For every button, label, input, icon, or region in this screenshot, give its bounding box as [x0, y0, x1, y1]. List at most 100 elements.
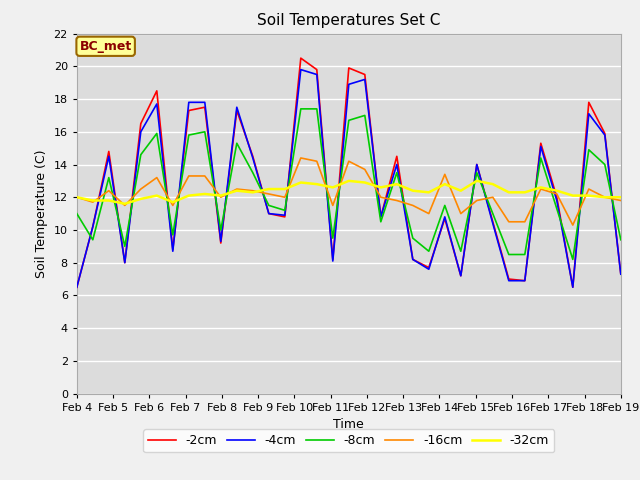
-32cm — [617, 194, 625, 200]
-32cm — [585, 192, 593, 199]
Line: -2cm: -2cm — [77, 58, 621, 287]
-4cm — [89, 224, 97, 229]
-32cm — [89, 198, 97, 204]
-4cm — [265, 211, 273, 216]
-16cm — [153, 175, 161, 180]
-8cm — [377, 219, 385, 225]
-8cm — [409, 235, 417, 241]
-8cm — [313, 106, 321, 112]
-4cm — [377, 214, 385, 220]
-4cm — [601, 132, 609, 138]
-16cm — [233, 186, 241, 192]
-32cm — [409, 188, 417, 193]
-2cm — [553, 194, 561, 200]
-16cm — [601, 194, 609, 200]
-2cm — [345, 65, 353, 71]
-32cm — [249, 190, 257, 195]
-8cm — [297, 106, 305, 112]
-4cm — [409, 256, 417, 262]
Line: -16cm: -16cm — [77, 158, 621, 225]
-16cm — [89, 199, 97, 205]
-4cm — [505, 278, 513, 284]
-32cm — [537, 184, 545, 190]
-8cm — [441, 203, 449, 208]
-2cm — [329, 256, 337, 262]
-2cm — [473, 162, 481, 168]
-2cm — [185, 108, 193, 113]
-8cm — [265, 203, 273, 208]
-16cm — [377, 194, 385, 200]
-32cm — [489, 181, 497, 187]
-32cm — [121, 201, 129, 207]
-2cm — [409, 256, 417, 262]
-32cm — [185, 192, 193, 199]
-16cm — [313, 158, 321, 164]
-8cm — [569, 256, 577, 262]
-4cm — [249, 155, 257, 161]
-2cm — [489, 219, 497, 225]
-2cm — [249, 154, 257, 159]
-4cm — [361, 76, 369, 82]
-32cm — [313, 181, 321, 187]
-8cm — [169, 232, 177, 238]
-4cm — [585, 111, 593, 117]
-2cm — [281, 214, 289, 220]
-32cm — [425, 190, 433, 195]
-2cm — [393, 154, 401, 159]
-2cm — [585, 99, 593, 105]
-16cm — [569, 222, 577, 228]
-4cm — [297, 67, 305, 72]
-4cm — [521, 278, 529, 284]
-16cm — [425, 211, 433, 216]
-4cm — [329, 258, 337, 264]
-32cm — [361, 180, 369, 185]
-8cm — [537, 155, 545, 161]
-16cm — [585, 186, 593, 192]
-4cm — [457, 273, 465, 279]
-8cm — [73, 211, 81, 216]
-8cm — [217, 227, 225, 233]
-32cm — [377, 184, 385, 190]
-2cm — [233, 108, 241, 113]
-16cm — [297, 155, 305, 161]
-8cm — [105, 175, 113, 180]
-32cm — [137, 196, 145, 202]
-2cm — [617, 271, 625, 277]
-4cm — [233, 104, 241, 110]
-2cm — [89, 224, 97, 229]
-8cm — [361, 112, 369, 118]
-8cm — [393, 170, 401, 176]
-4cm — [553, 198, 561, 204]
-16cm — [361, 167, 369, 172]
-2cm — [153, 88, 161, 94]
-32cm — [457, 188, 465, 193]
-4cm — [121, 260, 129, 265]
-16cm — [329, 203, 337, 208]
-2cm — [457, 273, 465, 279]
-2cm — [425, 264, 433, 270]
-8cm — [601, 162, 609, 168]
-8cm — [249, 170, 257, 176]
-16cm — [473, 198, 481, 204]
-8cm — [281, 207, 289, 213]
-32cm — [441, 181, 449, 187]
Title: Soil Temperatures Set C: Soil Temperatures Set C — [257, 13, 440, 28]
-32cm — [521, 190, 529, 195]
-32cm — [105, 198, 113, 204]
-16cm — [409, 203, 417, 208]
-8cm — [201, 129, 209, 135]
Line: -8cm: -8cm — [77, 109, 621, 259]
-32cm — [201, 191, 209, 197]
-2cm — [73, 284, 81, 290]
-2cm — [505, 276, 513, 282]
-2cm — [297, 55, 305, 61]
-2cm — [569, 284, 577, 290]
-4cm — [441, 214, 449, 220]
-8cm — [425, 248, 433, 254]
-16cm — [553, 191, 561, 197]
-2cm — [313, 67, 321, 72]
-2cm — [361, 72, 369, 77]
-8cm — [185, 132, 193, 138]
-16cm — [201, 173, 209, 179]
-16cm — [345, 158, 353, 164]
